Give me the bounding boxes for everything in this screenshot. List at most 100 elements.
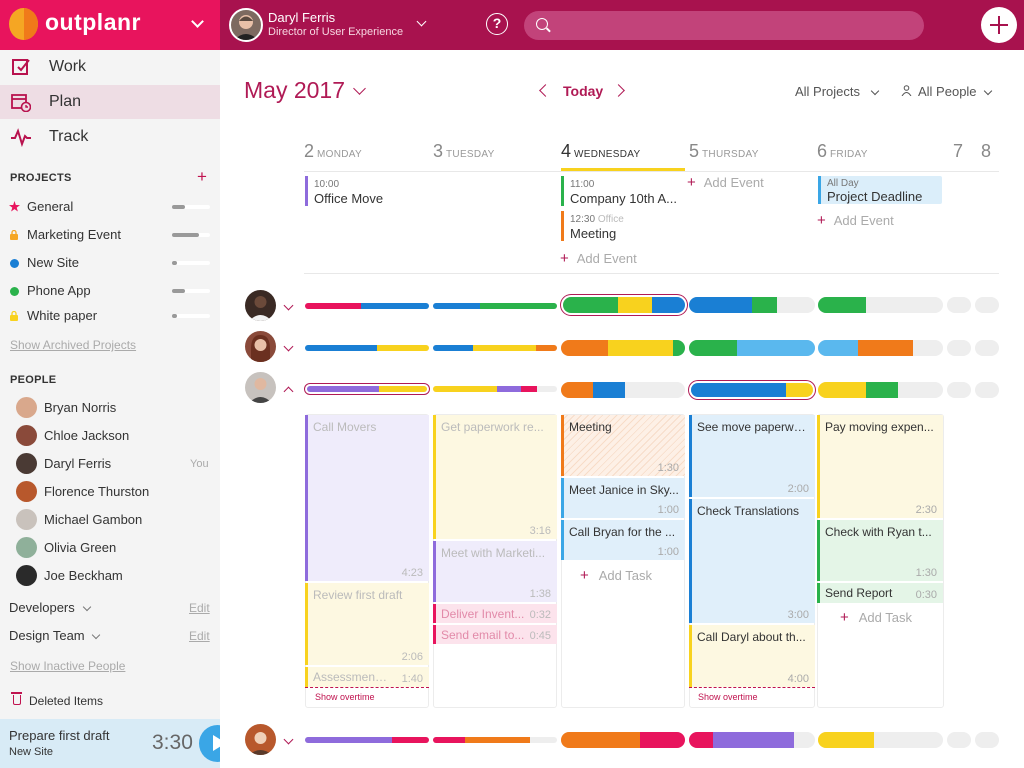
workload-bar[interactable] xyxy=(561,732,685,748)
task-card[interactable]: Meeting 1:30 xyxy=(561,415,685,476)
search-input[interactable] xyxy=(524,11,924,40)
person-item[interactable]: Michael Gambon xyxy=(0,507,220,533)
edit-link[interactable]: Edit xyxy=(189,601,210,615)
chevron-down-icon[interactable] xyxy=(191,15,204,28)
workload-bar[interactable] xyxy=(433,345,557,351)
workload-bar[interactable] xyxy=(561,340,685,356)
user-avatar[interactable] xyxy=(229,8,263,42)
workload-bar[interactable] xyxy=(689,297,815,313)
person-item[interactable]: Florence Thurston xyxy=(0,479,220,505)
brand-area[interactable]: outplanr xyxy=(0,0,220,50)
filter-people[interactable]: All People xyxy=(918,84,977,99)
avatar[interactable] xyxy=(245,724,276,755)
task-card[interactable]: Assessment... 1:40 xyxy=(305,667,429,687)
task-card[interactable]: See move paperwo... 2:00 xyxy=(689,415,815,497)
add-button[interactable] xyxy=(981,7,1017,43)
nav-item-track[interactable]: Track xyxy=(0,120,220,154)
user-name[interactable]: Daryl Ferris xyxy=(268,10,336,25)
workload-bar[interactable] xyxy=(975,382,999,398)
workload-bar[interactable] xyxy=(433,737,557,743)
chevron-down-icon[interactable] xyxy=(283,300,294,311)
workload-bar[interactable] xyxy=(305,737,429,743)
workload-bar[interactable] xyxy=(305,303,429,309)
group-item-design-team[interactable]: Design Team Edit xyxy=(0,624,220,648)
task-card[interactable]: Meet Janice in Sky... 1:00 xyxy=(561,478,685,518)
project-item-general[interactable]: General xyxy=(0,196,220,218)
show-overtime-link[interactable]: Show overtime xyxy=(315,692,375,702)
chevron-down-icon[interactable] xyxy=(870,86,880,96)
task-card[interactable]: Call Daryl about th... 4:00 xyxy=(689,625,815,687)
group-item-developers[interactable]: Developers Edit xyxy=(0,596,220,620)
task-card[interactable]: Check Translations 3:00 xyxy=(689,499,815,623)
help-button[interactable]: ? xyxy=(486,13,508,35)
person-item[interactable]: Olivia Green xyxy=(0,535,220,561)
workload-bar[interactable] xyxy=(818,732,943,748)
task-card[interactable]: Meet with Marketi... 1:38 xyxy=(433,541,557,602)
workload-bar[interactable] xyxy=(947,297,971,313)
show-overtime-link[interactable]: Show overtime xyxy=(698,692,758,702)
chevron-down-icon[interactable] xyxy=(91,630,101,640)
filter-projects[interactable]: All Projects xyxy=(795,84,861,99)
event-company-anniversary[interactable]: 11:00 Company 10th A... xyxy=(561,176,685,206)
prev-week-button[interactable] xyxy=(539,84,552,97)
month-title[interactable]: May 2017 xyxy=(244,77,346,103)
today-button[interactable]: Today xyxy=(563,83,604,99)
event-office-move[interactable]: 10:00 Office Move xyxy=(305,176,427,206)
workload-bar[interactable] xyxy=(691,383,813,397)
deleted-items[interactable]: Deleted Items xyxy=(0,685,220,715)
task-card[interactable]: Deliver Invent... 0:32 xyxy=(433,604,557,623)
nav-item-plan[interactable]: Plan xyxy=(0,85,220,119)
chevron-down-icon[interactable] xyxy=(283,734,294,745)
project-item-marketing-event[interactable]: Marketing Event xyxy=(0,224,220,246)
task-card[interactable]: Check with Ryan t... 1:30 xyxy=(817,520,943,581)
task-card[interactable]: Call Movers 4:23 xyxy=(305,415,429,581)
workload-bar[interactable] xyxy=(689,340,815,356)
avatar[interactable] xyxy=(245,372,276,403)
person-item[interactable]: Daryl Ferris You xyxy=(0,451,220,477)
task-card[interactable]: Call Bryan for the ... 1:00 xyxy=(561,520,685,560)
person-item[interactable]: Chloe Jackson xyxy=(0,423,220,449)
edit-link[interactable]: Edit xyxy=(189,629,210,643)
project-item-phone-app[interactable]: Phone App xyxy=(0,280,220,302)
add-event-button[interactable]: + Add Event xyxy=(687,174,764,191)
workload-bar[interactable] xyxy=(947,732,971,748)
workload-bar[interactable] xyxy=(563,297,685,313)
person-item[interactable]: Bryan Norris xyxy=(0,395,220,421)
nav-item-work[interactable]: Work xyxy=(0,50,220,84)
avatar[interactable] xyxy=(245,290,276,321)
add-project-button[interactable]: + xyxy=(197,167,207,186)
chevron-down-icon[interactable] xyxy=(82,602,92,612)
project-item-white-paper[interactable]: White paper xyxy=(0,305,220,327)
chevron-down-icon[interactable] xyxy=(416,16,427,27)
show-inactive-people-link[interactable]: Show Inactive People xyxy=(10,659,126,673)
task-card[interactable]: Send Report 0:30 xyxy=(817,583,943,603)
next-week-button[interactable] xyxy=(612,84,625,97)
person-item[interactable]: Joe Beckham xyxy=(0,563,220,589)
workload-bar[interactable] xyxy=(975,297,999,313)
workload-bar[interactable] xyxy=(818,340,943,356)
add-task-button[interactable]: + Add Task xyxy=(840,609,913,626)
add-task-button[interactable]: + Add Task xyxy=(580,567,653,584)
project-item-new-site[interactable]: New Site xyxy=(0,252,220,274)
workload-bar[interactable] xyxy=(818,297,943,313)
add-event-button[interactable]: + Add Event xyxy=(560,250,637,267)
workload-bar[interactable] xyxy=(307,386,427,392)
workload-bar[interactable] xyxy=(975,340,999,356)
chevron-down-icon[interactable] xyxy=(983,86,993,96)
workload-bar[interactable] xyxy=(561,382,685,398)
chevron-down-icon[interactable] xyxy=(283,341,294,352)
workload-bar[interactable] xyxy=(433,303,557,309)
event-meeting[interactable]: 12:30 Office Meeting xyxy=(561,211,685,241)
event-project-deadline[interactable]: All Day Project Deadline xyxy=(818,176,942,204)
chevron-up-icon[interactable] xyxy=(283,386,294,397)
workload-bar[interactable] xyxy=(305,345,429,351)
workload-bar[interactable] xyxy=(433,386,557,392)
chevron-down-icon[interactable] xyxy=(353,82,366,95)
task-card[interactable]: Review first draft 2:06 xyxy=(305,583,429,665)
workload-bar[interactable] xyxy=(818,382,943,398)
task-card[interactable]: Get paperwork re... 3:16 xyxy=(433,415,557,539)
workload-bar[interactable] xyxy=(689,732,815,748)
workload-bar[interactable] xyxy=(947,340,971,356)
task-card[interactable]: Pay moving expen... 2:30 xyxy=(817,415,943,518)
task-card[interactable]: Send email to... 0:45 xyxy=(433,625,557,644)
